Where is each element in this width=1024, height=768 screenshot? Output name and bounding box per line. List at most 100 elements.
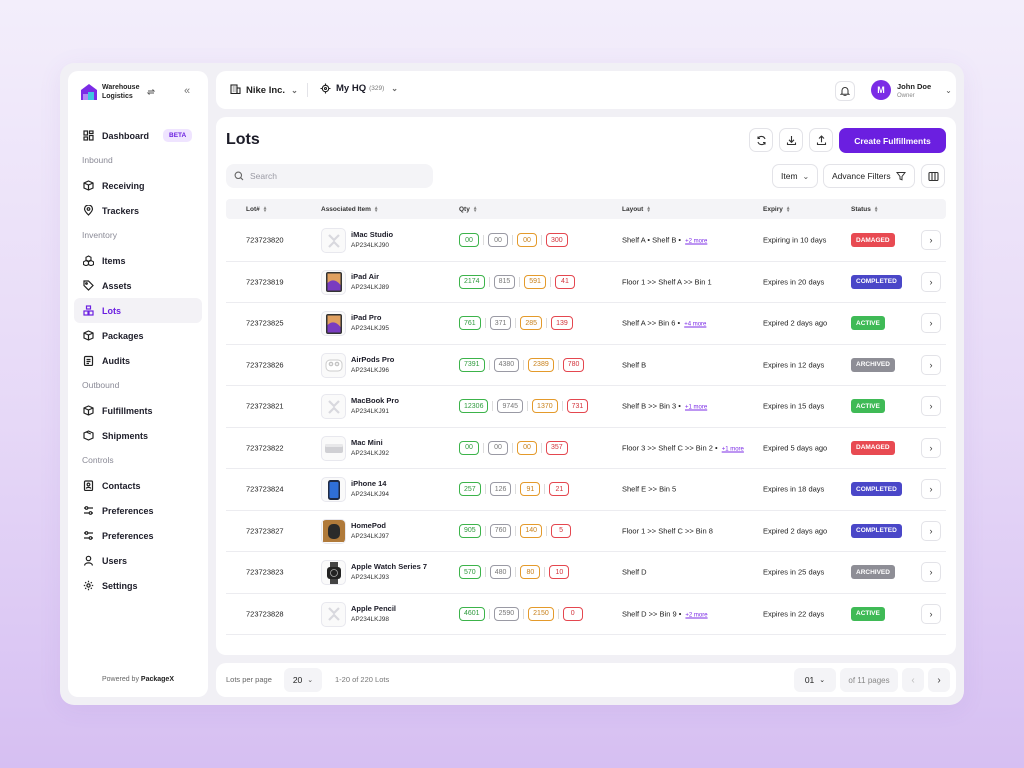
table-row[interactable]: 723723827 HomePod AP234LKJ97 905 760 140 5 … [226, 511, 946, 552]
sidebar-item-preferences-2[interactable]: Preferences [74, 523, 202, 548]
item-name[interactable]: AirPods Pro [351, 354, 395, 364]
sliders-icon [82, 505, 94, 517]
switch-icon[interactable] [146, 87, 156, 99]
table-row[interactable]: 723723819 iPad Air AP234LKJ89 2174 815 591… [226, 262, 946, 303]
sort-icon: ▴ ▾ [874, 204, 878, 214]
page-select[interactable]: 01 ⌄ [794, 668, 836, 692]
notifications-button[interactable] [835, 81, 855, 101]
prev-page-button[interactable]: ‹ [902, 668, 924, 692]
item-filter-dropdown[interactable]: Item ⌄ [772, 164, 819, 188]
sidebar-item-users[interactable]: Users [74, 548, 202, 573]
more-locations-link[interactable]: +2 more [685, 612, 708, 619]
advance-filters-button[interactable]: Advance Filters [823, 164, 915, 188]
sidebar-item-label: Lots [102, 305, 121, 316]
row-details-button[interactable]: › [921, 520, 941, 541]
row-details-button[interactable]: › [921, 479, 941, 500]
row-details-button[interactable]: › [921, 603, 941, 624]
lot-number: 723723825 [246, 318, 284, 328]
brand[interactable]: Warehouse Logistics [80, 83, 144, 101]
sidebar-item-trackers[interactable]: Trackers [74, 198, 202, 223]
table-row[interactable]: 723723826 AirPods Pro AP234LKJ96 7391 438… [226, 345, 946, 386]
table-row[interactable]: 723723828 Apple Pencil AP234LKJ98 4601 25… [226, 594, 946, 635]
table-row[interactable]: 723723825 iPad Pro AP234LKJ95 761 371 285 1… [226, 303, 946, 345]
more-locations-link[interactable]: +2 more [685, 238, 708, 245]
row-details-button[interactable]: › [921, 230, 941, 251]
sidebar-item-receiving[interactable]: Receiving [74, 173, 202, 198]
next-page-button[interactable]: › [928, 668, 950, 692]
row-details-button[interactable]: › [921, 313, 941, 334]
column-associated-item[interactable]: Associated Item ▴ ▾ [321, 204, 378, 214]
user-menu[interactable]: M John Doe Owner ⌄ [871, 80, 952, 100]
row-details-button[interactable]: › [921, 396, 941, 417]
item-name[interactable]: iPad Pro [351, 313, 382, 322]
sidebar-item-fulfillments[interactable]: Fulfillments [74, 398, 202, 423]
sidebar-item-audits[interactable]: Audits [74, 348, 202, 373]
item-name[interactable]: iMac Studio [351, 230, 394, 239]
search-box[interactable] [226, 164, 433, 188]
download-button[interactable] [779, 128, 803, 152]
lots-per-page-label: Lots per page [226, 675, 272, 684]
lot-number: 723723824 [246, 484, 284, 494]
chevron-right-icon: › [929, 401, 933, 412]
item-name[interactable]: Mac Mini [351, 437, 383, 447]
row-details-button[interactable]: › [921, 562, 941, 583]
qty-separator [492, 401, 494, 412]
user-name: John Doe [897, 81, 932, 91]
collapse-sidebar-icon[interactable]: « [184, 85, 191, 97]
item-name[interactable]: iPhone 14 [351, 479, 387, 488]
qty-separator [523, 608, 525, 619]
table-row[interactable]: 723723820 iMac Studio AP234LKJ90 00 00 00 3… [226, 220, 946, 262]
table-row[interactable]: 723723824 iPhone 14 AP234LKJ94 257 126 91 2… [226, 469, 946, 511]
sidebar-item-lots[interactable]: Lots [74, 298, 202, 323]
sidebar-item-settings[interactable]: Settings [74, 573, 202, 598]
sidebar-item-shipments[interactable]: Shipments [74, 423, 202, 448]
qty-pill: 126 [489, 482, 512, 497]
column-layout[interactable]: Layout ▴ ▾ [622, 204, 650, 214]
item-name[interactable]: Apple Watch Series 7 [351, 562, 427, 571]
qty-pill: 4380 [493, 357, 520, 372]
chevron-right-icon: › [929, 608, 933, 619]
building-icon [230, 83, 241, 97]
upload-button[interactable] [809, 128, 833, 152]
columns-button[interactable] [921, 164, 945, 188]
row-details-button[interactable]: › [921, 354, 941, 375]
sort-icon: ▴ ▾ [473, 204, 477, 214]
org-selector[interactable]: Nike Inc. ⌄ [230, 83, 298, 97]
qty-separator [515, 318, 517, 329]
location-selector[interactable]: My HQ (329) ⌄ [320, 83, 398, 94]
refresh-button[interactable] [749, 128, 773, 152]
more-locations-link[interactable]: +1 more [685, 404, 708, 411]
item-name[interactable]: MacBook Pro [351, 396, 399, 405]
item-name[interactable]: iPad Air [351, 271, 380, 281]
table-row[interactable]: 723723822 Mac Mini AP234LKJ92 00 00 00 357 … [226, 428, 946, 469]
qty-group: 761 371 285 139 [459, 316, 573, 331]
expiry: Expires in 20 days [763, 277, 825, 287]
qty-pill: 2590 [493, 606, 520, 621]
item-name[interactable]: HomePod [351, 520, 387, 530]
more-locations-link[interactable]: +1 more [721, 446, 744, 453]
row-details-button[interactable]: › [921, 271, 941, 292]
create-fulfillments-button[interactable]: Create Fulfillments [839, 128, 946, 153]
column-lot[interactable]: Lot# ▴ ▾ [246, 204, 267, 214]
column-status[interactable]: Status ▴ ▾ [851, 204, 878, 214]
item-name[interactable]: Apple Pencil [351, 603, 397, 613]
sidebar-item-contacts[interactable]: Contacts [74, 473, 202, 498]
table-row[interactable]: 723723821 MacBook Pro AP234LKJ91 12306 97… [226, 386, 946, 428]
qty-pill: 760 [489, 523, 512, 538]
sidebar: Warehouse Logistics « Dashboard BETA Inb… [68, 71, 208, 697]
row-details-button[interactable]: › [921, 437, 941, 458]
qty-pill: 2174 [459, 274, 485, 289]
column-qty[interactable]: Qty ▴ ▾ [459, 204, 477, 214]
column-expiry[interactable]: Expiry ▴ ▾ [763, 204, 790, 214]
sidebar-item-assets[interactable]: Assets [74, 273, 202, 298]
sidebar-item-items[interactable]: Items [74, 248, 202, 273]
sidebar-item-packages[interactable]: Packages [74, 323, 202, 348]
item-code: AP234LKJ98 [351, 615, 389, 623]
sidebar-item-dashboard[interactable]: Dashboard BETA [74, 123, 202, 148]
search-input[interactable] [250, 171, 420, 181]
lots-per-page-select[interactable]: 20 ⌄ [284, 668, 322, 692]
table-row[interactable]: 723723823 Apple Watch Series 7 AP234LKJ9… [226, 552, 946, 594]
more-locations-link[interactable]: +4 more [684, 321, 707, 328]
sidebar-item-preferences[interactable]: Preferences [74, 498, 202, 523]
page-value: 01 [804, 675, 815, 685]
